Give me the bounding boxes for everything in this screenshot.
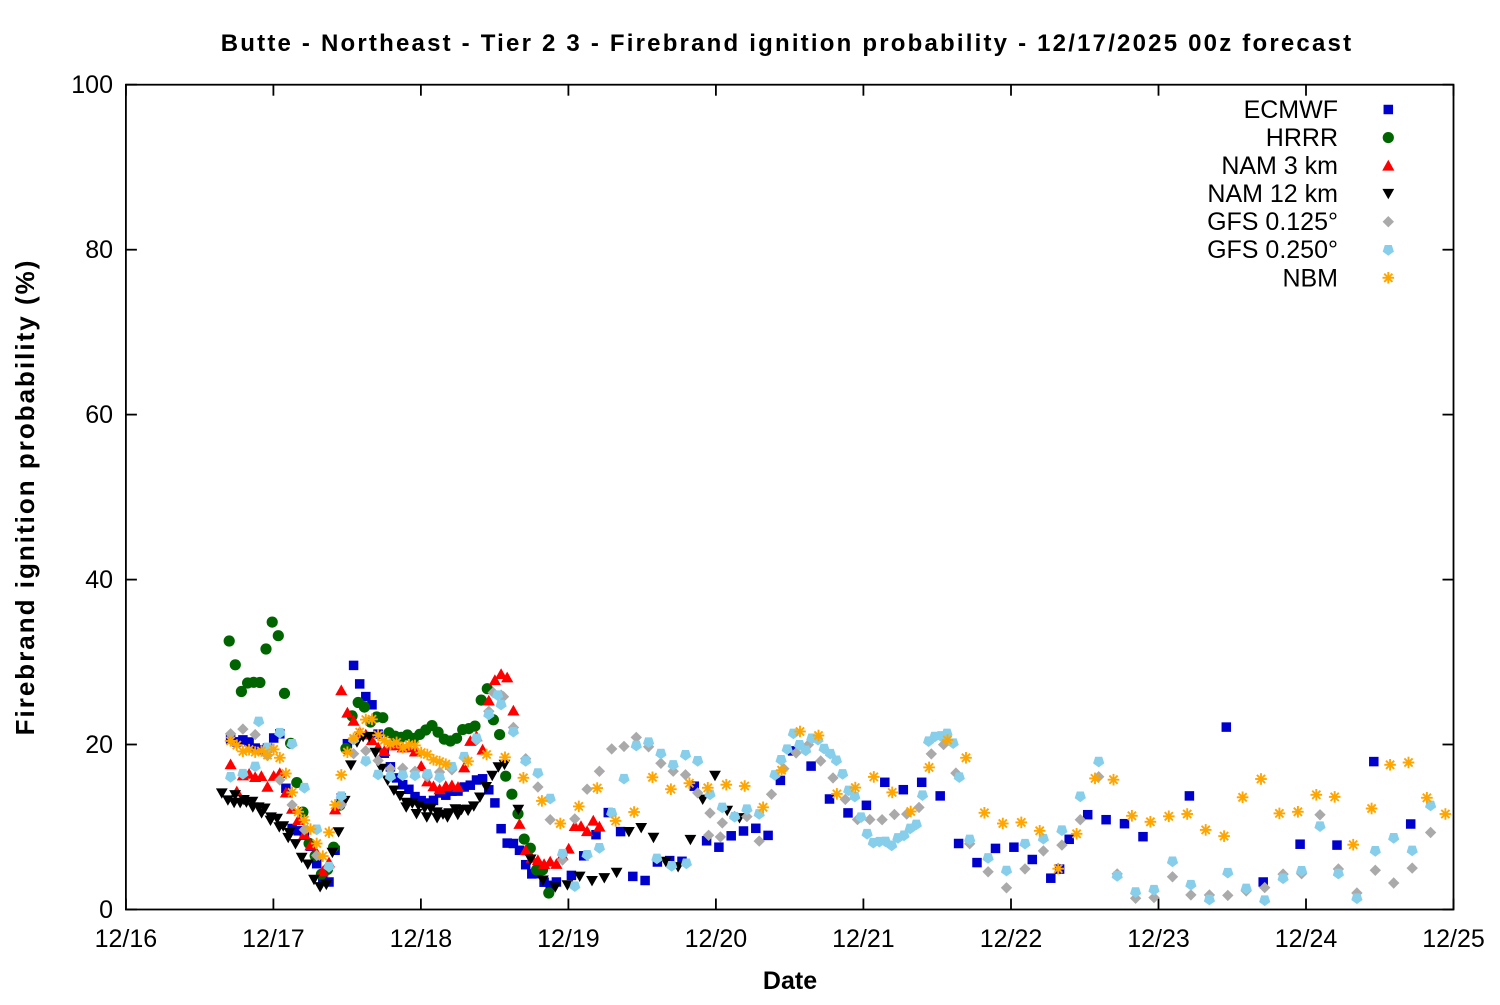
svg-text:12/18: 12/18 xyxy=(390,925,453,953)
svg-text:40: 40 xyxy=(85,566,113,594)
svg-text:NBM: NBM xyxy=(1282,264,1338,292)
svg-text:GFS 0.250°: GFS 0.250° xyxy=(1207,236,1338,264)
svg-text:12/20: 12/20 xyxy=(685,925,748,953)
svg-text:12/25: 12/25 xyxy=(1422,925,1485,953)
svg-text:12/23: 12/23 xyxy=(1127,925,1190,953)
svg-text:Date: Date xyxy=(763,967,817,995)
svg-text:100: 100 xyxy=(71,71,113,99)
svg-text:60: 60 xyxy=(85,401,113,429)
svg-text:12/19: 12/19 xyxy=(537,925,600,953)
svg-text:12/21: 12/21 xyxy=(832,925,895,953)
svg-text:HRRR: HRRR xyxy=(1266,124,1338,152)
svg-text:20: 20 xyxy=(85,731,113,759)
svg-text:NAM 3 km: NAM 3 km xyxy=(1221,152,1338,180)
svg-text:12/17: 12/17 xyxy=(242,925,305,953)
svg-text:GFS 0.125°: GFS 0.125° xyxy=(1207,208,1338,236)
svg-text:80: 80 xyxy=(85,236,113,264)
svg-text:ECMWF: ECMWF xyxy=(1244,96,1338,124)
svg-text:Firebrand ignition probability: Firebrand ignition probability (%) xyxy=(10,259,40,736)
svg-text:0: 0 xyxy=(99,896,113,924)
svg-text:12/24: 12/24 xyxy=(1275,925,1338,953)
svg-text:12/16: 12/16 xyxy=(95,925,158,953)
svg-text:12/22: 12/22 xyxy=(980,925,1043,953)
svg-text:NAM 12 km: NAM 12 km xyxy=(1207,180,1338,208)
svg-text:Butte - Northeast - Tier 2 3 -: Butte - Northeast - Tier 2 3 - Firebrand… xyxy=(221,30,1354,57)
